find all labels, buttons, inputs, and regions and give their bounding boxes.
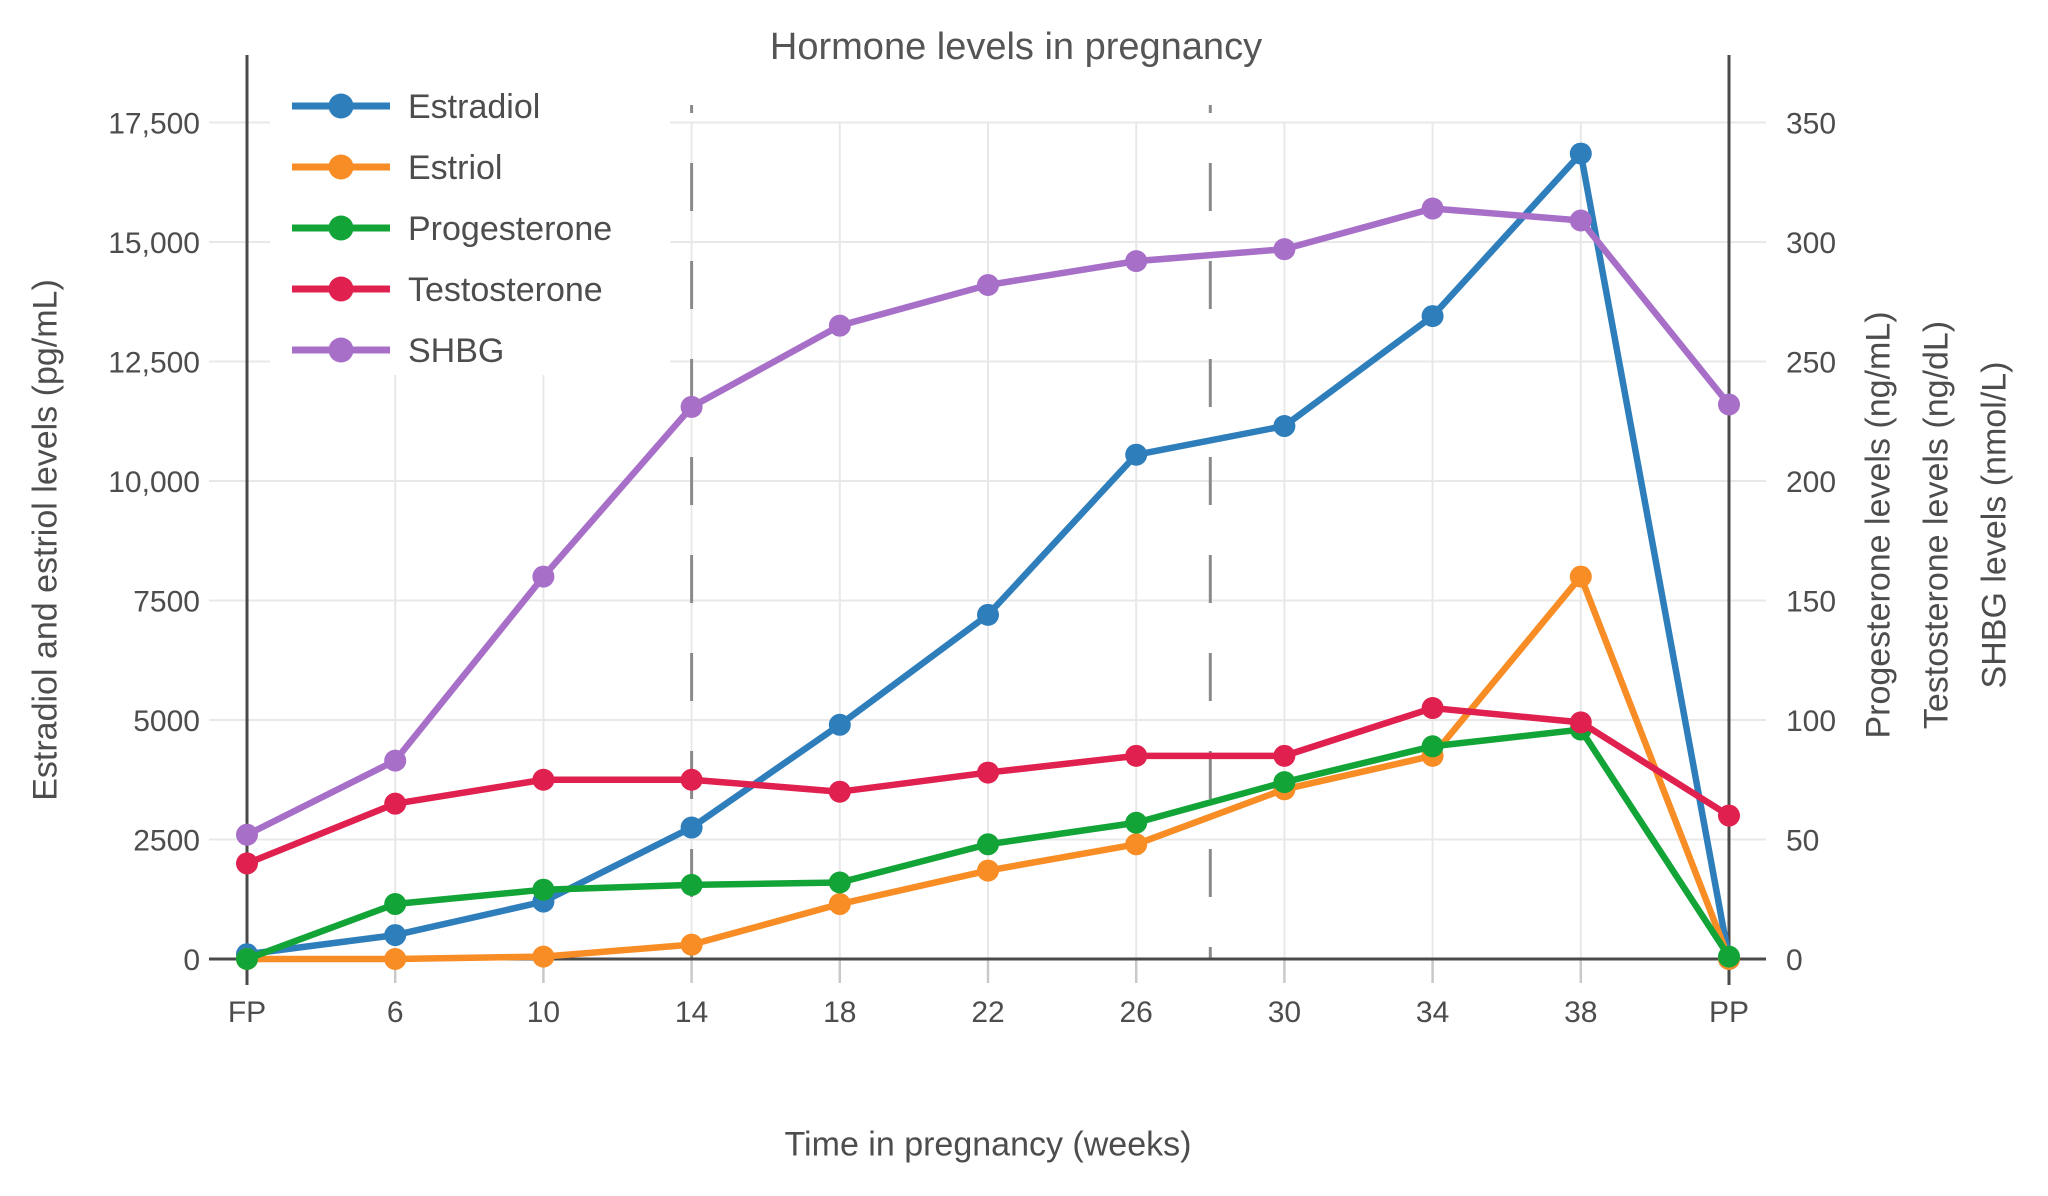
- legend-label: Testosterone: [408, 271, 603, 309]
- y-right-tick-label: 350: [1786, 108, 1836, 141]
- series-marker-testosterone: [1273, 744, 1296, 767]
- series-marker-estradiol: [977, 603, 999, 626]
- series-marker-progesterone: [532, 878, 555, 901]
- x-tick-label: 14: [675, 996, 708, 1029]
- x-axis-title: Time in pregnancy (weeks): [784, 1125, 1192, 1164]
- series-marker-testosterone: [1569, 711, 1592, 734]
- series-marker-estradiol: [1125, 443, 1148, 466]
- series-marker-shbg: [1125, 250, 1148, 273]
- legend-swatch-dot: [328, 215, 354, 241]
- series-marker-estriol: [977, 859, 999, 882]
- y-left-tick-label: 0: [183, 944, 200, 977]
- legend-item-testosterone[interactable]: Testosterone: [292, 271, 603, 309]
- series-marker-progesterone: [977, 833, 999, 856]
- y-right-tick-label: 100: [1786, 705, 1836, 738]
- series-marker-estriol: [384, 948, 407, 970]
- y-right-tick-label: 200: [1786, 466, 1836, 499]
- series-marker-shbg: [1569, 209, 1592, 232]
- x-tick-label: 18: [823, 996, 856, 1029]
- series-marker-testosterone: [977, 761, 999, 784]
- series-marker-shbg: [828, 314, 851, 337]
- series-marker-testosterone: [1718, 804, 1740, 827]
- series-marker-estriol: [828, 893, 851, 916]
- series-marker-testosterone: [1421, 697, 1444, 720]
- y-left-tick-label: 15,000: [108, 227, 200, 260]
- legend-label: SHBG: [408, 332, 504, 370]
- series-marker-estriol: [1125, 833, 1148, 856]
- x-tick-label: PP: [1709, 996, 1749, 1029]
- x-tick-label: 10: [527, 996, 560, 1029]
- legend-swatch-dot: [328, 337, 354, 363]
- series-marker-progesterone: [1718, 945, 1740, 968]
- series-marker-shbg: [384, 749, 407, 772]
- y-right-tick-label: 0: [1786, 944, 1803, 977]
- y-right-axis-title-progesterone: Progesterone levels (ng/mL): [1859, 311, 1898, 739]
- y-right-tick-label: 250: [1786, 347, 1836, 380]
- series-marker-shbg: [236, 823, 258, 846]
- series-marker-estradiol: [1569, 142, 1592, 165]
- x-tick-label: 22: [971, 996, 1004, 1029]
- legend-label: Estradiol: [408, 88, 540, 126]
- series-marker-progesterone: [1125, 811, 1148, 834]
- x-tick-label: 26: [1120, 996, 1153, 1029]
- page-title: Hormone levels in pregnancy: [769, 26, 1263, 68]
- y-left-tick-label: 7500: [133, 586, 200, 619]
- series-marker-estriol: [532, 945, 555, 968]
- x-tick-label: 38: [1564, 996, 1597, 1029]
- x-tick-label: FP: [228, 996, 266, 1029]
- y-left-axis-title: Estradiol and estriol levels (pg/mL): [26, 279, 65, 801]
- series-marker-progesterone: [1421, 735, 1444, 758]
- y-right-axis-title-shbg: SHBG levels (nmol/L): [1975, 361, 2014, 689]
- series-marker-estradiol: [384, 924, 407, 947]
- series-marker-estriol: [1569, 565, 1592, 588]
- y-right-tick-label: 50: [1786, 825, 1819, 858]
- series-marker-progesterone: [680, 873, 703, 896]
- legend-item-estradiol[interactable]: Estradiol: [292, 88, 540, 126]
- series-marker-estradiol: [1421, 305, 1444, 328]
- series-marker-testosterone: [384, 792, 407, 815]
- legend-item-estriol[interactable]: Estriol: [292, 149, 502, 187]
- x-tick-label: 30: [1268, 996, 1301, 1029]
- series-marker-progesterone: [384, 893, 407, 916]
- legend-label: Progesterone: [408, 210, 612, 248]
- legend-item-shbg[interactable]: SHBG: [292, 332, 504, 370]
- x-tick-label: 34: [1416, 996, 1449, 1029]
- series-marker-testosterone: [236, 852, 258, 875]
- series-marker-progesterone: [828, 871, 851, 894]
- series-marker-estradiol: [828, 713, 851, 736]
- series-marker-shbg: [977, 274, 999, 297]
- y-right-axis-title-testosterone: Testosterone levels (ng/dL): [1917, 320, 1956, 730]
- series-marker-shbg: [1273, 238, 1296, 261]
- series-marker-shbg: [532, 565, 555, 588]
- series-marker-testosterone: [1125, 744, 1148, 767]
- y-left-tick-label: 17,500: [108, 108, 200, 141]
- x-tick-label: 6: [387, 996, 404, 1029]
- y-right-tick-label: 150: [1786, 586, 1836, 619]
- series-marker-estradiol: [680, 816, 703, 839]
- y-left-tick-label: 12,500: [108, 347, 200, 380]
- legend-swatch-dot: [328, 276, 354, 302]
- series-marker-shbg: [680, 395, 703, 418]
- series-marker-estradiol: [1273, 415, 1296, 438]
- y-right-tick-label: 300: [1786, 227, 1836, 260]
- y-left-tick-label: 2500: [133, 825, 200, 858]
- legend-item-progesterone[interactable]: Progesterone: [292, 210, 612, 248]
- series-marker-progesterone: [1273, 771, 1296, 794]
- series-marker-shbg: [1421, 197, 1444, 220]
- series-marker-testosterone: [680, 768, 703, 791]
- series-marker-testosterone: [828, 780, 851, 803]
- y-left-tick-label: 5000: [133, 705, 200, 738]
- series-marker-progesterone: [236, 948, 258, 970]
- legend-swatch-dot: [328, 154, 354, 180]
- y-left-tick-label: 10,000: [108, 466, 200, 499]
- series-marker-testosterone: [532, 768, 555, 791]
- series-marker-shbg: [1718, 393, 1740, 416]
- legend-label: Estriol: [408, 149, 502, 187]
- series-marker-estriol: [680, 933, 703, 956]
- legend-swatch-dot: [328, 93, 354, 119]
